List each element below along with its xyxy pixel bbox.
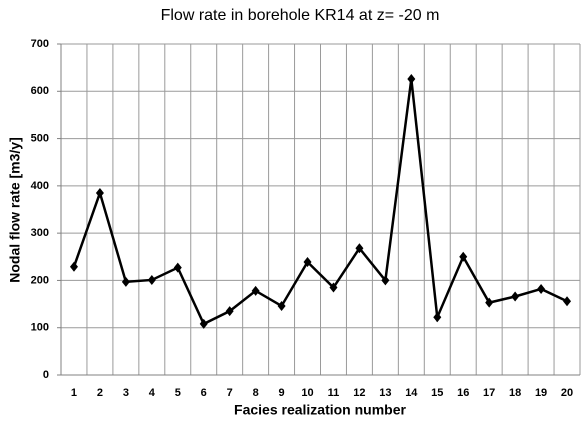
marker <box>563 296 572 307</box>
x-tick-label: 11 <box>328 387 340 399</box>
y-tick-label: 0 <box>43 369 49 381</box>
marker <box>485 297 494 308</box>
x-tick-label: 14 <box>405 387 418 399</box>
y-tick-label: 200 <box>31 274 49 286</box>
marker <box>95 187 104 198</box>
marker <box>303 256 312 267</box>
marker <box>329 282 338 293</box>
x-tick-label: 16 <box>457 387 469 399</box>
marker <box>537 283 546 294</box>
marker <box>277 300 286 311</box>
marker <box>407 73 416 84</box>
marker <box>511 291 520 302</box>
marker <box>147 274 156 285</box>
x-tick-label: 5 <box>175 387 181 399</box>
y-tick-label: 500 <box>31 132 49 144</box>
x-tick-label: 4 <box>149 387 156 399</box>
x-tick-label: 19 <box>535 387 547 399</box>
x-tick-label: 3 <box>123 387 129 399</box>
y-tick-label: 100 <box>31 322 49 334</box>
y-tick-label: 300 <box>31 227 49 239</box>
x-tick-label: 13 <box>379 387 391 399</box>
marker <box>225 306 234 317</box>
x-tick-label: 2 <box>97 387 103 399</box>
y-tick-label: 700 <box>31 38 49 50</box>
marker <box>121 276 130 287</box>
x-tick-label: 6 <box>201 387 207 399</box>
x-tick-label: 9 <box>279 387 285 399</box>
marker <box>69 261 78 272</box>
x-tick-label: 8 <box>253 387 259 399</box>
x-axis-label: Facies realization number <box>234 402 406 418</box>
x-tick-label: 1 <box>71 387 77 399</box>
marker <box>433 312 442 323</box>
x-tick-label: 18 <box>509 387 521 399</box>
x-tick-label: 17 <box>483 387 495 399</box>
marker <box>381 275 390 286</box>
marker <box>355 243 364 254</box>
data-line <box>72 78 568 326</box>
x-tick-label: 15 <box>431 387 443 399</box>
x-tick-label: 12 <box>353 387 365 399</box>
chart-title: Flow rate in borehole KR14 at z= -20 m <box>161 7 440 24</box>
x-tick-label: 20 <box>561 387 573 399</box>
y-axis-label: Nodal flow rate [m3/y] <box>7 137 23 282</box>
y-tick-label: 400 <box>31 180 49 192</box>
y-tick-label: 600 <box>31 85 49 97</box>
marker <box>251 285 260 296</box>
marker <box>199 318 208 329</box>
marker <box>173 262 182 273</box>
x-tick-label: 7 <box>227 387 233 399</box>
x-tick-label: 10 <box>301 387 313 399</box>
marker <box>459 251 468 262</box>
